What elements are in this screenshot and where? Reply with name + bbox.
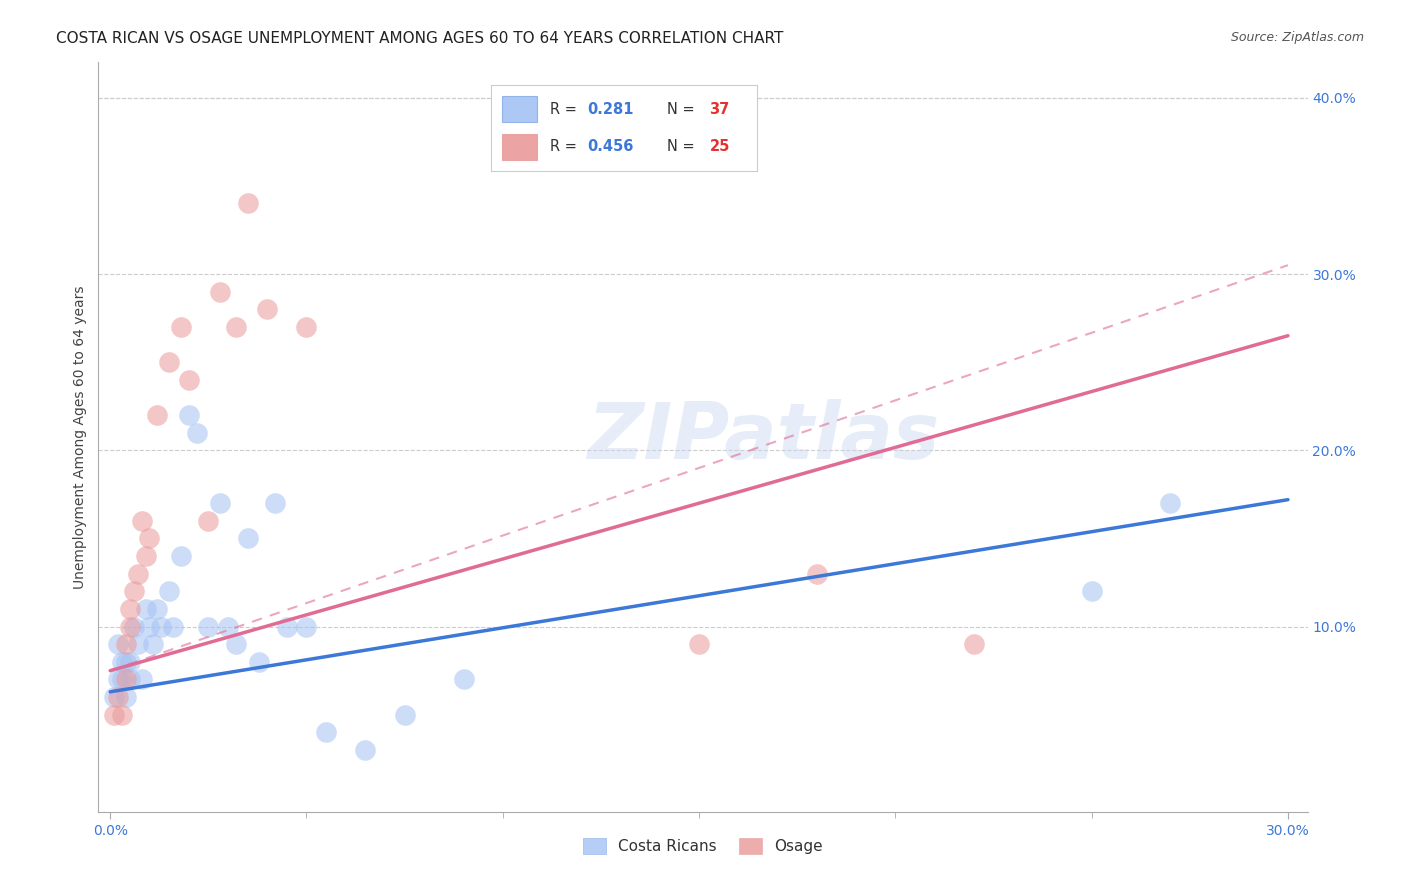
Point (118, 655, 141, 669)
Point (453, 673, 475, 687)
Point (122, 584, 145, 599)
Point (115, 637, 138, 651)
Point (103, 707, 125, 722)
Point (146, 408, 169, 422)
Point (315, 725, 337, 739)
Point (131, 514, 153, 528)
Point (394, 707, 416, 722)
Point (111, 655, 134, 669)
Point (264, 496, 287, 510)
Point (146, 602, 169, 616)
Point (162, 619, 184, 633)
Point (103, 690, 125, 705)
Point (197, 514, 219, 528)
Point (138, 532, 160, 546)
Point (295, 319, 318, 334)
Point (142, 637, 165, 651)
Point (236, 532, 259, 546)
Point (197, 619, 219, 633)
Point (276, 619, 298, 633)
Point (115, 655, 138, 669)
Point (1080, 584, 1102, 599)
Point (122, 619, 145, 633)
Point (111, 673, 134, 687)
Point (157, 584, 180, 599)
Legend: Costa Ricans, Osage: Costa Ricans, Osage (576, 832, 830, 860)
Point (236, 196, 259, 211)
Point (170, 319, 193, 334)
Point (107, 673, 129, 687)
Point (157, 355, 180, 369)
Point (170, 549, 193, 563)
Point (127, 637, 149, 651)
Point (115, 673, 138, 687)
Point (138, 619, 160, 633)
Point (688, 637, 710, 651)
Point (217, 619, 239, 633)
Point (118, 619, 141, 633)
Point (1159, 496, 1181, 510)
Y-axis label: Unemployment Among Ages 60 to 64 years: Unemployment Among Ages 60 to 64 years (73, 285, 87, 589)
Text: ZIPatlas: ZIPatlas (588, 399, 939, 475)
Point (295, 619, 318, 633)
Point (225, 319, 247, 334)
Point (107, 637, 129, 651)
Point (150, 619, 173, 633)
Point (963, 637, 986, 651)
Point (806, 566, 828, 581)
Point (247, 655, 270, 669)
Text: Source: ZipAtlas.com: Source: ZipAtlas.com (1230, 31, 1364, 45)
Point (225, 637, 247, 651)
Point (209, 285, 232, 299)
Point (107, 690, 129, 705)
Point (127, 566, 149, 581)
Point (118, 673, 141, 687)
Point (115, 690, 138, 705)
Point (111, 707, 134, 722)
Point (354, 743, 377, 757)
Point (177, 373, 200, 387)
Point (118, 602, 141, 616)
Point (209, 496, 232, 510)
Point (135, 549, 157, 563)
Point (256, 302, 278, 317)
Point (131, 673, 153, 687)
Point (177, 408, 200, 422)
Point (186, 425, 208, 440)
Text: COSTA RICAN VS OSAGE UNEMPLOYMENT AMONG AGES 60 TO 64 YEARS CORRELATION CHART: COSTA RICAN VS OSAGE UNEMPLOYMENT AMONG … (56, 31, 783, 46)
Point (135, 602, 157, 616)
